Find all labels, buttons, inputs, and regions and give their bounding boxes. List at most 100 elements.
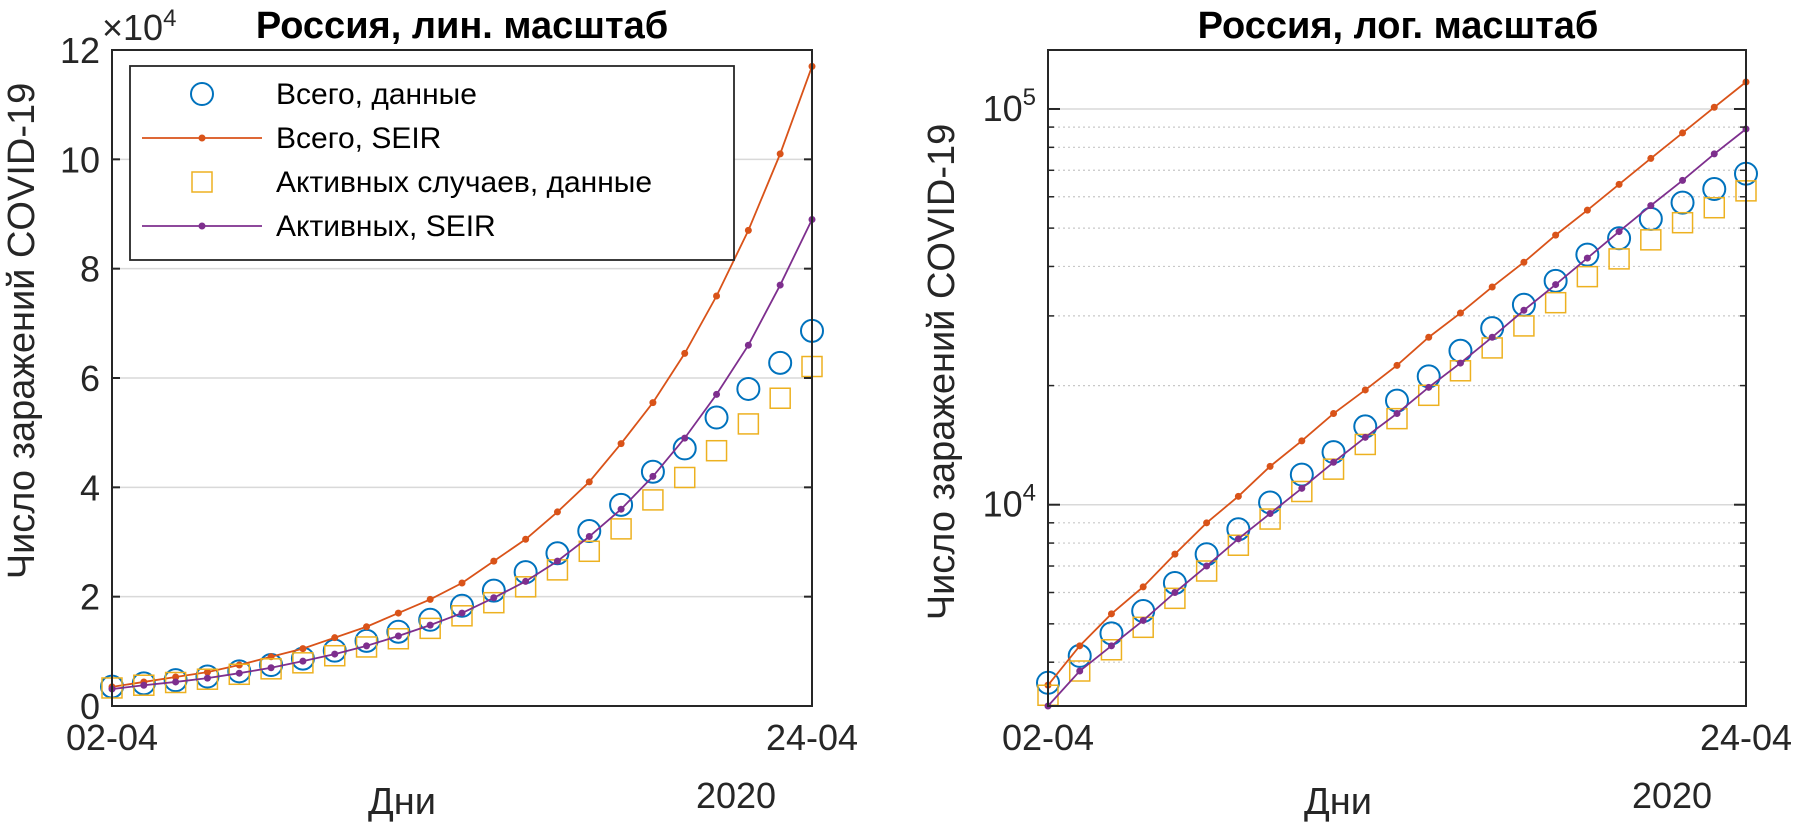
- data-point: [1583, 206, 1591, 214]
- data-point: [617, 505, 625, 513]
- series-active-data: [101, 355, 823, 699]
- data-point: [1330, 458, 1338, 466]
- data-point: [1488, 283, 1496, 291]
- data-point: [610, 518, 632, 540]
- legend-box: [129, 65, 735, 261]
- series-active-seir: [108, 215, 816, 693]
- legend-entry-label: Всего, данные: [276, 78, 477, 111]
- data-point: [140, 681, 148, 689]
- data-point: [394, 632, 402, 640]
- data-point: [1266, 510, 1274, 518]
- data-point: [649, 399, 657, 407]
- data-point: [522, 535, 530, 543]
- data-point: [617, 440, 625, 448]
- data-point: [1099, 621, 1124, 646]
- y-tick-label: 8: [80, 249, 100, 290]
- series-total-seir: [1044, 78, 1750, 689]
- data-point: [585, 533, 593, 541]
- data-point: [203, 668, 211, 676]
- data-point: [1710, 103, 1718, 111]
- data-point: [1234, 492, 1242, 500]
- log-y-axis-label: Число заражений COVID-19: [921, 124, 963, 621]
- data-point: [490, 594, 498, 602]
- data-point: [355, 636, 378, 658]
- data-point: [267, 664, 275, 672]
- data-point: [450, 593, 474, 618]
- data-point: [394, 609, 402, 617]
- data-point: [1671, 211, 1694, 234]
- data-point: [681, 349, 689, 357]
- data-point: [578, 540, 601, 563]
- data-point: [553, 508, 561, 516]
- data-point: [1298, 437, 1306, 445]
- data-point: [1298, 484, 1306, 492]
- data-point: [418, 607, 443, 632]
- legend-dot-sample: [198, 222, 206, 230]
- log-x-secondary-label: 2020: [1632, 775, 1712, 816]
- data-point: [1234, 535, 1242, 543]
- linear-y-axis-label: Число заражений COVID-19: [1, 83, 43, 580]
- series-active-seir: [1044, 125, 1750, 710]
- data-point: [1583, 254, 1591, 262]
- data-point: [1194, 542, 1219, 567]
- data-point: [1702, 177, 1727, 202]
- legend-entry-label: Активных случаев, данные: [276, 166, 652, 199]
- data-point: [426, 621, 434, 629]
- data-point: [1266, 462, 1274, 470]
- data-point: [609, 492, 634, 517]
- x-tick-label: 24-04: [766, 717, 858, 758]
- data-point: [744, 341, 752, 349]
- y-tick-label: 10: [60, 139, 100, 180]
- log-x-axis-label: Дни: [1304, 781, 1372, 823]
- data-point: [1425, 383, 1433, 391]
- data-point: [522, 577, 530, 585]
- linear-scale-panel: 0 2 4 6 8 10 12 02-04 24-04 Россия, лин. масшта…: [1, 5, 858, 823]
- data-point: [133, 674, 155, 696]
- linear-x-secondary-label: 2020: [696, 775, 776, 816]
- y-tick-power: 5: [1023, 84, 1036, 111]
- data-point: [1520, 306, 1528, 314]
- data-point: [1259, 508, 1281, 530]
- data-point: [1615, 228, 1623, 236]
- data-point: [585, 478, 593, 486]
- data-point: [1107, 642, 1115, 650]
- data-point: [704, 405, 729, 430]
- data-point: [1576, 265, 1599, 288]
- x-tick-label: 02-04: [1002, 717, 1094, 758]
- log-chart-title: Россия, лог. масштаб: [1198, 5, 1599, 47]
- legend-square-sample: [191, 171, 213, 193]
- data-point: [1615, 180, 1623, 188]
- data-point: [681, 434, 689, 442]
- data-point: [1076, 667, 1084, 675]
- data-point: [1171, 589, 1179, 597]
- data-point: [1203, 519, 1211, 527]
- log-axes-box: [1047, 49, 1747, 707]
- data-point: [1361, 433, 1369, 441]
- data-point: [649, 472, 657, 480]
- data-point: [426, 595, 434, 603]
- y-tick-label: 12: [60, 30, 100, 71]
- legend: Всего, данные Всего, SEIR Активных случаев…: [129, 65, 735, 261]
- data-point: [776, 281, 784, 289]
- x-tick-label: 02-04: [66, 717, 158, 758]
- series-active-data: [1037, 180, 1757, 707]
- y-tick-label: 105: [983, 84, 1036, 129]
- data-point: [736, 376, 761, 401]
- data-point: [1100, 639, 1123, 661]
- data-point: [451, 605, 473, 627]
- data-point: [1647, 202, 1655, 210]
- data-point: [705, 439, 728, 462]
- data-point: [769, 387, 791, 409]
- y-tick-label: 6: [80, 358, 100, 399]
- data-point: [1710, 150, 1718, 158]
- data-point: [1393, 410, 1401, 418]
- linear-y-exponent-power: 4: [163, 5, 176, 32]
- data-point: [642, 489, 664, 511]
- data-point: [1513, 315, 1535, 337]
- linear-y-ticks: 0 2 4 6 8 10 12: [60, 30, 812, 727]
- data-point: [331, 634, 339, 642]
- data-point: [1608, 248, 1630, 270]
- legend-entry-label: Активных, SEIR: [276, 210, 496, 243]
